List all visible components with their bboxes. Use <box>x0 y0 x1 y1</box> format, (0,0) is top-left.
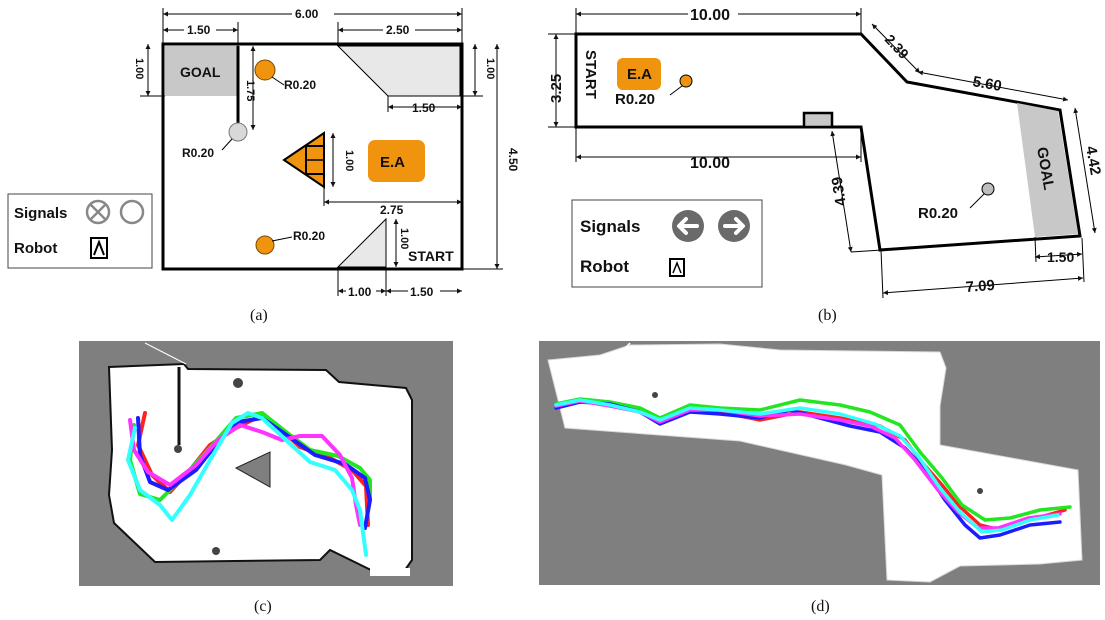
trajectory-blue-c <box>136 416 372 530</box>
dim-bottom-right-a: 1.50 <box>410 285 434 299</box>
signal-go-icon-a <box>119 199 145 225</box>
dim-inner-wall-a: 1.75 <box>244 80 256 101</box>
obstacle-gray-a <box>228 122 248 142</box>
bump-b <box>802 111 834 129</box>
start-label-a: START <box>408 248 454 264</box>
trajectory-green-d <box>554 397 1072 522</box>
map-obstacle-triangle-c <box>234 451 271 488</box>
legend-robot-a: Robot <box>14 240 57 257</box>
panel-a: GOAL START R0.20 R0.20 R0.20 1.00 E.A <box>7 6 520 324</box>
ea-label-a: E.A <box>380 154 405 171</box>
obstacle-b1 <box>679 74 693 88</box>
dim-mid-b: 10.00 <box>690 155 730 172</box>
obstacle-b2 <box>981 182 995 196</box>
dim-bottom-right-b: 1.50 <box>1047 249 1074 265</box>
dim-left-goal-a: 1.00 <box>133 58 145 79</box>
dim-bottom-b: 7.09 <box>965 277 995 296</box>
trajectory-cyan-d <box>554 398 1060 534</box>
dim-right-top-a: 1.00 <box>484 58 496 79</box>
trajectory-red-d <box>554 398 1067 532</box>
dim-triangle-a: 1.00 <box>343 150 355 171</box>
dim-mid-span-a: 2.75 <box>380 203 404 217</box>
radius-label-a1: R0.20 <box>284 78 316 92</box>
radius-label-a2: R0.20 <box>182 146 214 160</box>
dim-bottom-left-a: 1.00 <box>348 285 372 299</box>
trajectory-cyan-c <box>126 411 368 557</box>
dim-right-b: 4.42 <box>1082 145 1104 177</box>
dim-top-total-a: 6.00 <box>295 7 319 21</box>
dim-top-right-a: 2.50 <box>386 23 410 37</box>
dim-top-b: 10.00 <box>690 7 730 24</box>
start-label-b: START <box>582 50 599 99</box>
radius-label-b1: R0.20 <box>615 91 655 108</box>
radius-label-a3: R0.20 <box>293 229 325 243</box>
panel-b: GOAL START E.A R0.20 R0.20 10.00 2.39 5.… <box>548 5 1104 324</box>
goal-region-b <box>1017 103 1078 237</box>
dim-diag-b: 2.39 <box>882 31 912 62</box>
ea-box-a <box>368 140 425 182</box>
legend-robot-b: Robot <box>580 257 629 276</box>
dim-height-a: 4.50 <box>506 148 520 172</box>
trajectory-magenta-c <box>128 418 362 527</box>
ea-label-b: E.A <box>627 66 652 83</box>
legend-signals-a: Signals <box>14 205 67 222</box>
caption-a: (a) <box>250 307 268 324</box>
trajectories-d <box>554 397 1072 540</box>
radius-label-b2: R0.20 <box>918 205 958 222</box>
map-free-space-d <box>547 343 1083 583</box>
caption-b: (b) <box>818 307 837 324</box>
wedge-top-a <box>336 45 461 97</box>
goal-region-a <box>165 46 238 96</box>
caption-c: (c) <box>254 598 272 615</box>
trajectories-c <box>126 411 372 557</box>
ea-box-b <box>617 58 661 90</box>
wedge-start-a <box>336 217 387 268</box>
obstacle-bottom-a <box>255 235 275 255</box>
dim-left-b: 3.25 <box>548 74 565 103</box>
panel-d: (d) <box>539 341 1100 615</box>
dim-top-left-a: 1.50 <box>187 23 211 37</box>
dim-upper-right-b: 5.60 <box>971 73 1003 95</box>
dim-start-wedge-a: 1.00 <box>398 228 410 249</box>
dim-lower-left-b: 4.39 <box>829 176 850 208</box>
legend-signals-b: Signals <box>580 217 640 236</box>
dim-wedge-bottom-a: 1.50 <box>412 101 436 115</box>
panel-c: (c) <box>79 341 453 615</box>
caption-d: (d) <box>811 598 830 615</box>
goal-label-a: GOAL <box>180 64 221 80</box>
